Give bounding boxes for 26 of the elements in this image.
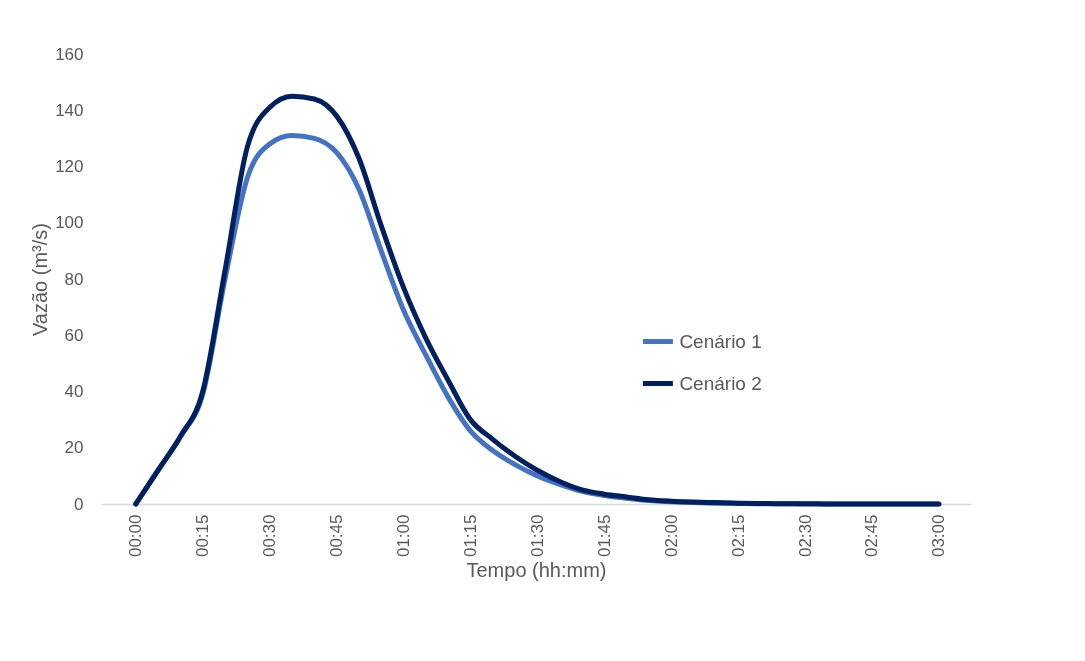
y-axis-title: Vazão (m³/s) bbox=[29, 223, 52, 336]
x-tick-label: 03:00 bbox=[929, 514, 949, 558]
x-tick-label: 01:30 bbox=[527, 514, 547, 558]
y-tick-label: 40 bbox=[64, 382, 84, 401]
y-tick-label: 0 bbox=[74, 494, 84, 514]
x-tick-label: 01:00 bbox=[393, 514, 413, 558]
x-tick-label: 00:30 bbox=[260, 514, 280, 558]
y-tick-label: 80 bbox=[64, 269, 84, 289]
y-tick-label: 160 bbox=[55, 44, 84, 64]
x-tick-label: 01:15 bbox=[460, 514, 480, 558]
x-tick-label: 02:00 bbox=[661, 514, 681, 558]
y-tick-label: 60 bbox=[64, 325, 84, 345]
y-tick-label: 120 bbox=[55, 157, 84, 176]
x-tick-label: 02:45 bbox=[862, 514, 882, 558]
x-tick-label: 00:15 bbox=[193, 514, 213, 558]
x-tick-label: 00:45 bbox=[327, 514, 347, 558]
legend-label: Cenário 1 bbox=[679, 330, 762, 352]
y-tick-label: 100 bbox=[55, 213, 84, 233]
legend-label: Cenário 2 bbox=[679, 372, 762, 394]
x-tick-label: 01:45 bbox=[594, 514, 614, 558]
x-tick-label: 02:15 bbox=[728, 514, 748, 558]
x-tick-label: 00:00 bbox=[126, 514, 146, 558]
y-tick-label: 140 bbox=[55, 100, 84, 120]
x-axis-title: Tempo (hh:mm) bbox=[466, 559, 607, 582]
y-tick-label: 20 bbox=[64, 438, 84, 458]
x-tick-label: 02:30 bbox=[795, 514, 815, 558]
